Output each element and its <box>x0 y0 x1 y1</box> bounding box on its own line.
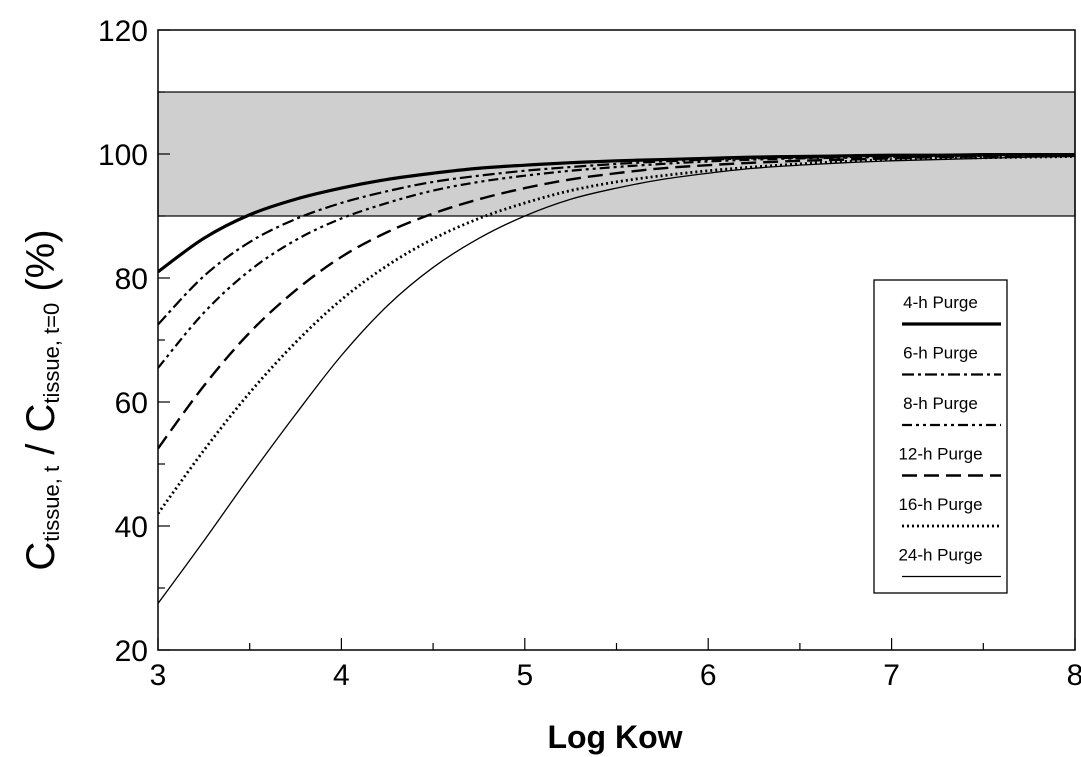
legend-label-4: 12-h Purge <box>898 445 982 464</box>
y-tick-label: 120 <box>98 15 148 48</box>
legend-box <box>873 279 1008 594</box>
y-axis-label: Ctissue, t / Ctissue, t=0 (%) <box>19 229 64 570</box>
y-tick-label: 100 <box>98 139 148 172</box>
axis-labels-layer: Log Kow Ctissue, t / Ctissue, t=0 (%) <box>19 229 683 755</box>
y-tick-label: 20 <box>115 635 148 668</box>
series-line-4 <box>158 154 1075 450</box>
y-axis-label-main-1: C <box>19 542 63 571</box>
y-tick-label: 80 <box>115 263 148 296</box>
series-layer <box>158 152 1075 604</box>
legend-label-5: 16-h Purge <box>898 495 982 514</box>
legend-label-6: 24-h Purge <box>898 546 982 565</box>
x-axis-label: Log Kow <box>547 719 682 755</box>
x-tick-label: 8 <box>1067 659 1081 692</box>
y-tick-label: 60 <box>115 387 148 420</box>
y-axis-label-sub-1: tissue, t <box>39 466 64 542</box>
y-tick-label: 40 <box>115 511 148 544</box>
legend: 4-h Purge 6-h Purge 8-h Purge 12-h Purge 16-… <box>873 279 1008 594</box>
series-line-6 <box>158 155 1075 604</box>
x-tick-label: 7 <box>883 659 900 692</box>
legend-label-3: 8-h Purge <box>903 394 978 413</box>
x-tick-label: 3 <box>150 659 167 692</box>
y-axis-label-suffix: (%) <box>19 229 63 302</box>
y-axis-label-main-2: C <box>19 404 63 433</box>
x-tick-label: 6 <box>700 659 717 692</box>
axis-ticks-layer: 3 4 5 6 7 8 20 40 60 80 100 120 <box>98 15 1081 692</box>
y-axis-label-separator: / <box>19 433 63 466</box>
legend-label-1: 4-h Purge <box>903 293 978 312</box>
x-tick-label: 4 <box>333 659 350 692</box>
y-axis-label-sub-2: tissue, t=0 <box>39 303 64 404</box>
legend-label-2: 6-h Purge <box>903 344 978 363</box>
series-line-5 <box>158 155 1075 515</box>
x-tick-label: 5 <box>516 659 533 692</box>
